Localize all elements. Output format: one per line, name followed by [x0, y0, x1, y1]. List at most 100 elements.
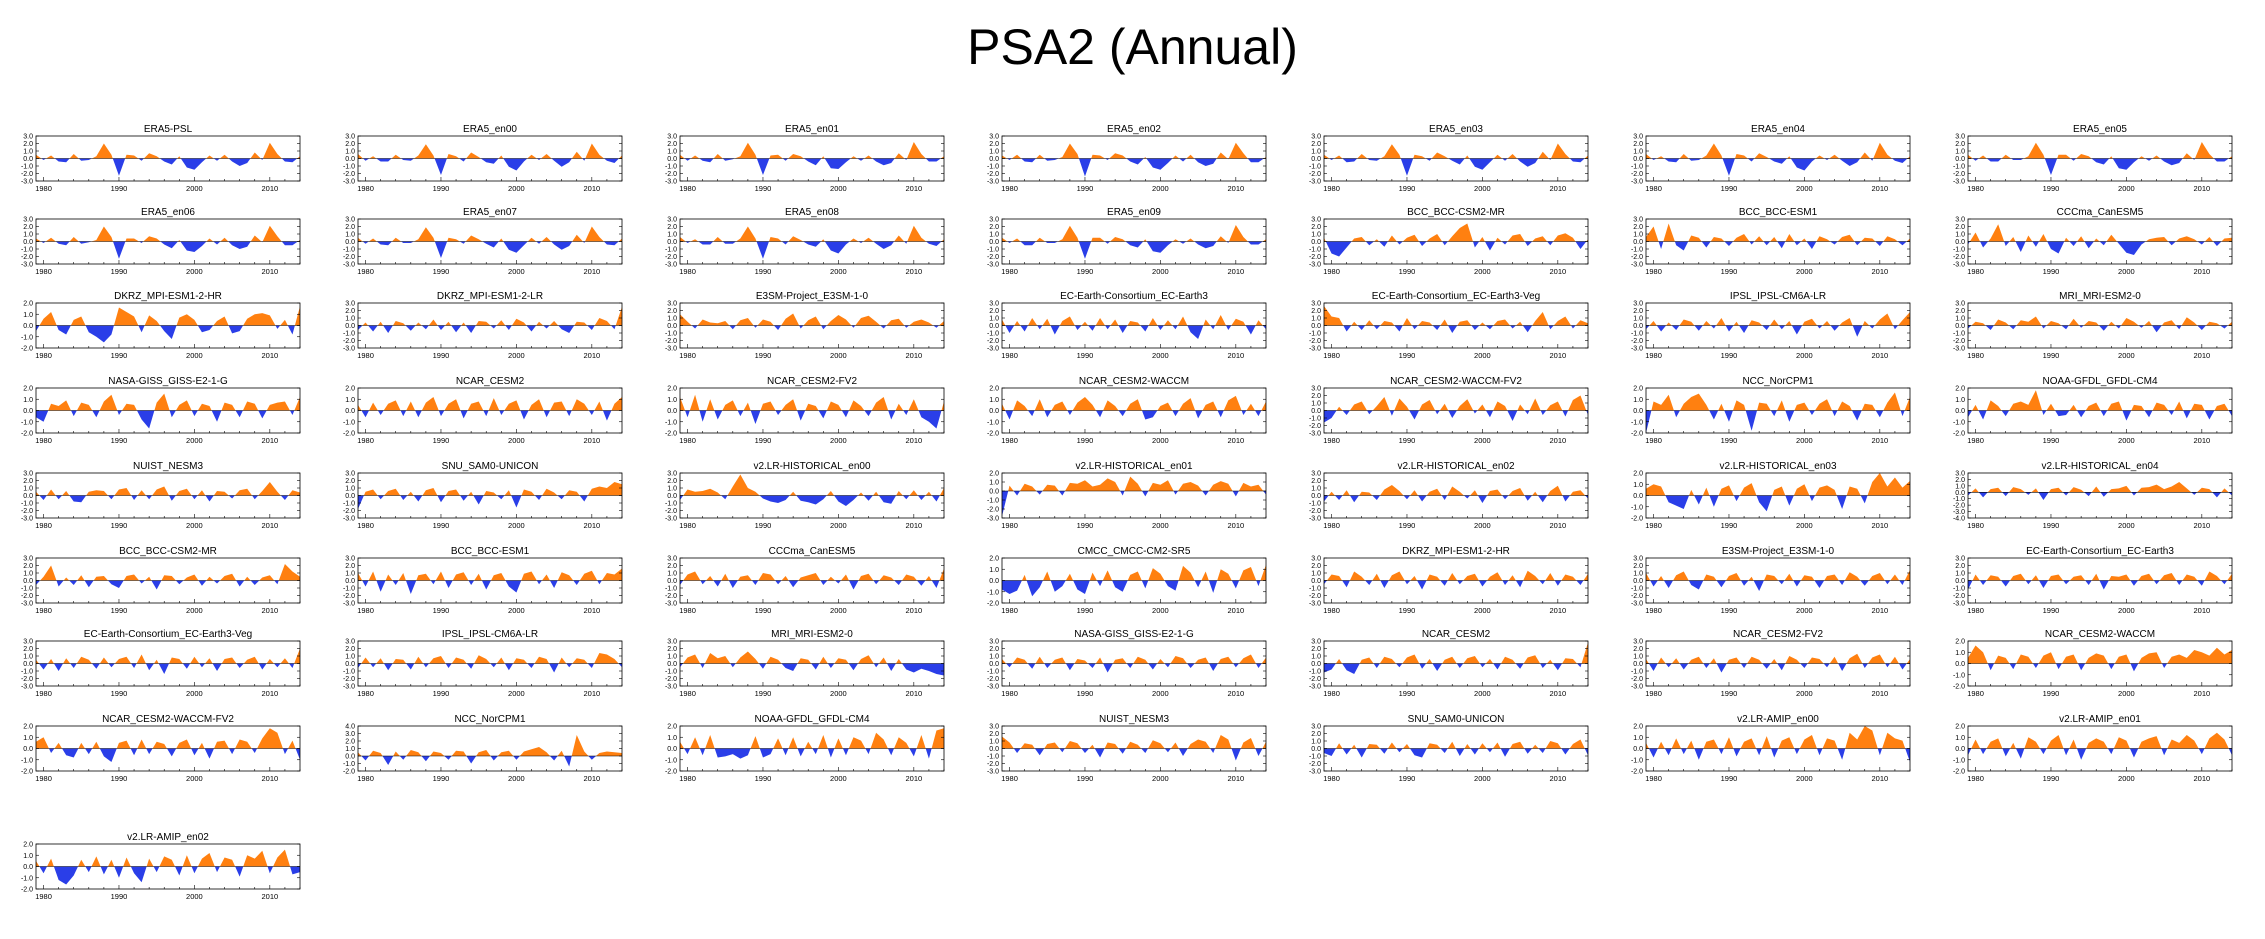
positive-area [1335, 739, 1585, 749]
x-tick-label: 1980 [1323, 521, 1340, 530]
y-tick-label: 0.0 [1955, 661, 1965, 668]
x-tick-label: 1990 [2043, 351, 2060, 360]
positive-area [1646, 570, 1910, 581]
panel-title: ERA5_en05 [2073, 124, 2127, 135]
y-tick-label: -2.0 [987, 431, 999, 438]
y-tick-label: -3.0 [1309, 179, 1321, 186]
y-tick-label: 0.0 [1955, 323, 1965, 330]
y-tick-label: 0.0 [1311, 323, 1321, 330]
panel-title: ERA5_en02 [1107, 124, 1161, 135]
x-tick-label: 2000 [1152, 521, 1169, 530]
x-tick-label: 1990 [1721, 267, 1738, 276]
positive-area [1972, 390, 2229, 411]
x-tick-label: 1990 [1399, 436, 1416, 445]
x-tick-label: 1990 [111, 606, 128, 615]
panel-title: ERA5_en09 [1107, 207, 1161, 218]
y-tick-label: 0.0 [1633, 578, 1643, 585]
x-tick-label: 2010 [2193, 184, 2210, 193]
y-tick-label: 1.0 [1311, 654, 1321, 661]
x-tick-label: 2000 [830, 184, 847, 193]
y-tick-label: 3.0 [667, 471, 677, 478]
y-tick-label: 3.0 [23, 217, 33, 224]
panel-title: NOAA-GFDL_GFDL-CM4 [2042, 376, 2157, 387]
x-tick-label: 2000 [830, 606, 847, 615]
y-tick-label: 3.0 [1311, 724, 1321, 731]
y-tick-label: -1.0 [665, 586, 677, 593]
x-tick-label: 2010 [2193, 606, 2210, 615]
x-tick-label: 2000 [830, 351, 847, 360]
y-tick-label: 2.0 [1955, 141, 1965, 148]
panel-v2.LR-HISTORICAL_en04: v2.LR-HISTORICAL_en04 3.02.01.00.0-1.0-2.… [1953, 461, 2233, 530]
x-tick-label: 1980 [1001, 351, 1018, 360]
y-tick-label: 1.0 [345, 746, 355, 753]
x-tick-label: 1980 [679, 521, 696, 530]
x-tick-label: 2000 [1152, 774, 1169, 783]
y-tick-label: 2.0 [989, 731, 999, 738]
y-tick-label: -3.0 [665, 601, 677, 608]
x-tick-label: 1980 [357, 689, 374, 698]
x-tick-label: 1980 [1323, 267, 1340, 276]
x-tick-label: 2000 [2118, 436, 2135, 445]
x-tick-label: 1980 [1967, 689, 1984, 698]
panel-title: NCAR_CESM2-WACCM-FV2 [1390, 376, 1522, 387]
y-tick-label: -2.0 [665, 676, 677, 683]
x-tick-label: 1990 [111, 184, 128, 193]
panel-IPSL_IPSL-CM6A-LR: IPSL_IPSL-CM6A-LR 3.02.01.00.0-1.0-2.0-3.… [1631, 291, 1911, 360]
x-tick-label: 1980 [1645, 774, 1662, 783]
y-tick-label: -1.0 [21, 419, 33, 426]
y-tick-label: 2.0 [23, 224, 33, 231]
x-tick-label: 2000 [1796, 184, 1813, 193]
x-tick-label: 1980 [357, 606, 374, 615]
x-tick-label: 1980 [1967, 436, 1984, 445]
y-tick-label: 2.0 [345, 563, 355, 570]
x-tick-label: 2010 [583, 774, 600, 783]
negative-area [36, 410, 295, 429]
panel-title: IPSL_IPSL-CM6A-LR [1730, 291, 1826, 302]
y-tick-label: 1.0 [1633, 149, 1643, 156]
y-tick-label: 1.0 [1955, 316, 1965, 323]
y-tick-label: 1.0 [989, 316, 999, 323]
panel-title: NCAR_CESM2-WACCM [1079, 376, 1189, 387]
y-tick-label: 3.0 [1311, 301, 1321, 308]
negative-area [1650, 580, 1905, 591]
x-tick-label: 1980 [1967, 521, 1984, 530]
x-tick-label: 2000 [2118, 606, 2135, 615]
y-tick-label: -1.0 [21, 669, 33, 676]
panel-title: BCC_BCC-CSM2-MR [119, 546, 217, 557]
x-tick-label: 1990 [111, 267, 128, 276]
x-tick-label: 1980 [357, 521, 374, 530]
y-tick-label: -1.0 [1631, 504, 1643, 511]
x-tick-label: 2010 [905, 606, 922, 615]
y-tick-label: 0.0 [1311, 239, 1321, 246]
y-tick-label: -3.0 [1309, 516, 1321, 523]
y-tick-label: 0.0 [345, 493, 355, 500]
x-tick-label: 2000 [2118, 351, 2135, 360]
x-tick-label: 2000 [1474, 606, 1491, 615]
positive-area [1335, 642, 1588, 664]
y-tick-label: 2.0 [1955, 563, 1965, 570]
y-tick-label: -1.0 [343, 761, 355, 768]
x-tick-label: 2000 [508, 774, 525, 783]
panel-title: DKRZ_MPI-ESM1-2-HR [1402, 546, 1510, 557]
y-tick-label: -2.0 [987, 507, 999, 514]
y-tick-label: -2.0 [343, 431, 355, 438]
x-tick-label: 1980 [1645, 184, 1662, 193]
y-tick-label: 1.0 [345, 397, 355, 404]
y-tick-label: -3.0 [1309, 262, 1321, 269]
x-tick-label: 1980 [1645, 436, 1662, 445]
y-tick-label: 1.0 [1633, 397, 1643, 404]
x-tick-label: 1990 [433, 184, 450, 193]
x-tick-label: 1990 [433, 774, 450, 783]
negative-area [684, 158, 941, 175]
y-tick-label: 2.0 [1311, 308, 1321, 315]
y-tick-label: -2.0 [343, 769, 355, 776]
y-tick-label: -3.0 [1953, 601, 1965, 608]
y-tick-label: -1.0 [987, 247, 999, 254]
x-tick-label: 2000 [2118, 774, 2135, 783]
